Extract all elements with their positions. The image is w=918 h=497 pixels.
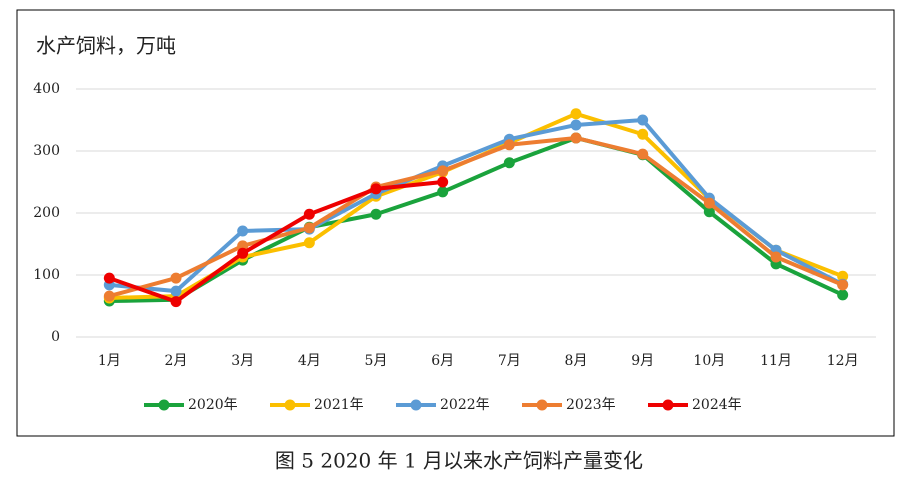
data-point xyxy=(570,108,582,120)
x-tick-label: 3月 xyxy=(231,353,254,369)
data-point xyxy=(103,290,115,302)
x-tick-label: 6月 xyxy=(431,353,454,369)
x-tick-label: 12月 xyxy=(827,353,859,369)
x-tick-label: 8月 xyxy=(565,353,588,369)
data-point xyxy=(170,272,182,284)
x-tick-label: 9月 xyxy=(631,353,654,369)
legend-marker xyxy=(284,399,296,411)
legend-marker xyxy=(662,399,674,411)
data-point xyxy=(437,186,449,198)
data-point xyxy=(237,247,249,259)
series-line xyxy=(109,118,844,294)
data-point xyxy=(637,128,649,140)
data-point xyxy=(570,119,582,131)
data-point xyxy=(437,176,449,188)
data-point xyxy=(837,289,849,301)
caption: 图 5 2020 年 1 月以来水产饲料产量变化 xyxy=(275,449,643,473)
legend-label: 2022年 xyxy=(440,397,490,413)
data-point xyxy=(170,296,182,308)
x-tick-label: 11月 xyxy=(760,353,792,369)
legend-marker xyxy=(158,399,170,411)
series-line xyxy=(108,135,844,299)
data-point xyxy=(303,222,315,234)
data-point xyxy=(170,285,182,297)
x-tick-label: 7月 xyxy=(498,353,521,369)
data-point xyxy=(237,225,249,237)
legend-label: 2023年 xyxy=(566,397,616,413)
data-point xyxy=(770,251,782,263)
chart-frame xyxy=(16,9,895,437)
data-point xyxy=(703,206,715,218)
data-point xyxy=(703,197,715,209)
data-point xyxy=(103,272,115,284)
y-tick-label: 0 xyxy=(51,329,60,345)
y-tick-label: 300 xyxy=(33,143,60,159)
x-tick-label: 4月 xyxy=(298,353,321,369)
legend-label: 2021年 xyxy=(314,397,364,413)
series-line xyxy=(109,135,844,304)
legend-label: 2024年 xyxy=(692,397,742,413)
data-point xyxy=(637,114,649,126)
data-point xyxy=(303,208,315,220)
y-tick-label: 400 xyxy=(33,81,60,97)
data-point xyxy=(837,279,849,291)
legend-marker xyxy=(536,399,548,411)
legend-label: 2020年 xyxy=(188,397,238,413)
y-tick-label: 200 xyxy=(33,205,60,221)
data-point xyxy=(370,183,382,195)
x-tick-label: 5月 xyxy=(365,353,388,369)
data-point xyxy=(637,148,649,160)
y-axis-label: 水产饲料，万吨 xyxy=(36,34,176,58)
x-tick-label: 1月 xyxy=(98,353,121,369)
data-point xyxy=(570,132,582,144)
data-point xyxy=(303,237,315,249)
data-point xyxy=(437,165,449,177)
data-point xyxy=(503,139,515,151)
legend-marker xyxy=(410,399,422,411)
x-tick-label: 2月 xyxy=(165,353,188,369)
y-tick-label: 100 xyxy=(33,267,60,283)
series-line xyxy=(108,180,443,304)
data-point xyxy=(503,157,515,169)
data-point xyxy=(837,270,849,282)
x-tick-label: 10月 xyxy=(693,353,725,369)
data-point xyxy=(370,208,382,220)
